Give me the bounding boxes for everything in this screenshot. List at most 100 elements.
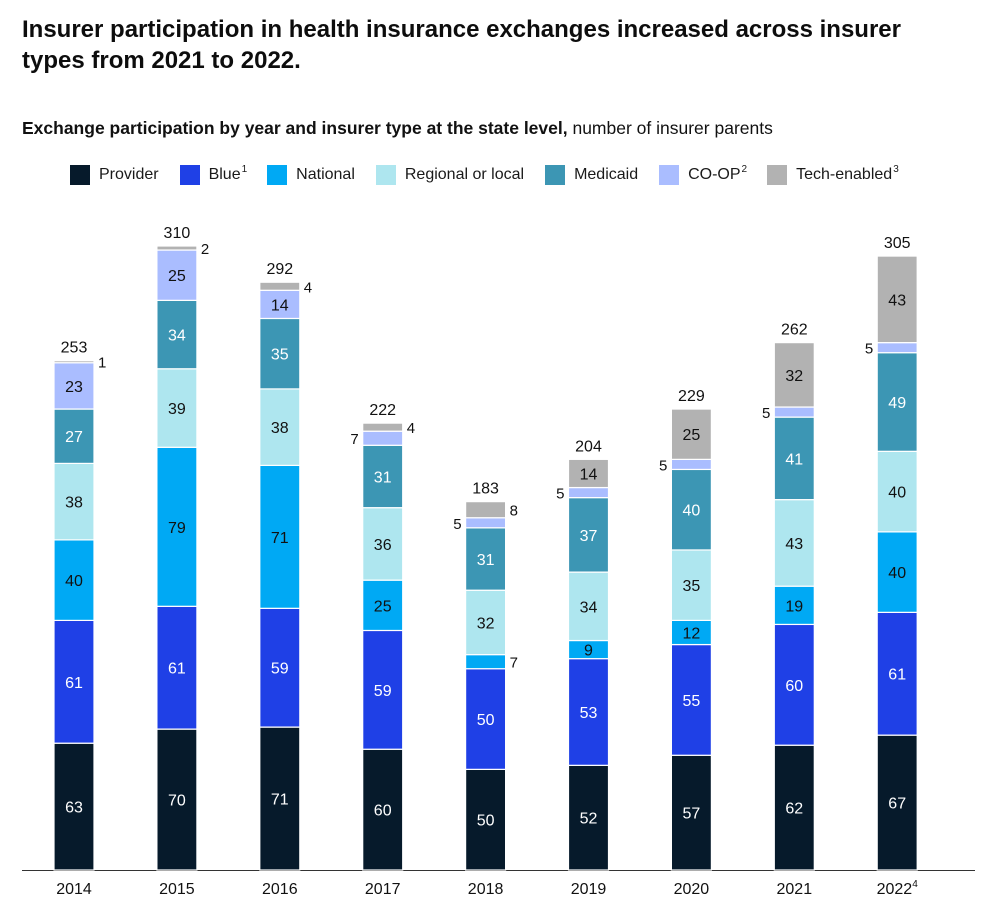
bar-2022-medicaid	[876, 352, 918, 452]
bar-2019-medicaid	[567, 497, 610, 573]
value-label-2020-co-op: 5	[659, 457, 667, 474]
x-tick-label-2016: 2016	[262, 881, 298, 898]
chart-title: Insurer participation in health insuranc…	[22, 16, 901, 74]
value-label-2014-regional-or-local: 38	[65, 495, 83, 512]
value-label-2018-blue: 50	[477, 712, 495, 729]
value-label-2016-regional-or-local: 38	[271, 420, 289, 437]
legend-label-national: National	[296, 166, 355, 183]
legend-swatch-tech	[767, 165, 788, 185]
value-label-2017-co-op: 7	[350, 431, 358, 448]
total-label-2020: 229	[678, 388, 705, 405]
value-label-2021-blue: 60	[785, 678, 803, 695]
value-label-2019-regional-or-local: 34	[580, 599, 598, 616]
bar-2015-national	[156, 446, 198, 607]
bar-2014-tech-enabled	[53, 360, 95, 364]
x-tick-label-2014: 2014	[56, 881, 92, 898]
x-tick-label-2022: 20224	[877, 879, 919, 898]
value-label-2019-medicaid: 37	[580, 528, 598, 545]
legend-item-coop: CO-OP 2	[659, 163, 748, 185]
legend-swatch-provider	[70, 165, 90, 185]
value-label-2015-medicaid: 34	[168, 328, 186, 345]
value-label-2016-co-op: 14	[271, 297, 289, 314]
value-label-2015-regional-or-local: 39	[168, 401, 186, 418]
legend-label-regional: Regional or local	[404, 166, 525, 183]
legend-label-medicaid: Medicaid	[574, 166, 639, 183]
bar-2020-blue	[670, 643, 713, 756]
bar-2021-provider	[773, 744, 815, 871]
legend-sup-tech: 3	[893, 163, 899, 175]
total-label-2016: 292	[266, 261, 293, 278]
x-tick-label-2019: 2019	[571, 881, 607, 898]
value-label-2014-tech-enabled: 1	[98, 355, 106, 372]
legend-label-tech: Tech-enabled	[796, 166, 893, 183]
x-tick-label-2021: 2021	[777, 881, 813, 898]
bar-2020-tech-enabled	[670, 408, 713, 460]
value-label-2019-tech-enabled: 14	[580, 466, 598, 483]
bar-2015-tech-enabled	[156, 245, 198, 251]
x-tick-sup-2022: 4	[912, 879, 918, 890]
bar-2020-regional-or-local	[670, 549, 713, 621]
bar-2015-co-op	[156, 249, 198, 301]
total-label-2022: 305	[884, 235, 911, 252]
x-tick-label-2015: 2015	[159, 881, 195, 898]
bar-2015-regional-or-local	[156, 368, 198, 448]
value-label-2014-blue: 61	[65, 675, 83, 692]
value-label-2020-tech-enabled: 25	[683, 427, 701, 444]
value-label-2018-tech-enabled: 8	[510, 503, 518, 520]
x-tick-label-2017: 2017	[365, 881, 401, 898]
bar-2022-regional-or-local	[876, 450, 918, 533]
value-label-2020-blue: 55	[683, 693, 701, 710]
value-label-2018-medicaid: 31	[477, 552, 495, 569]
bar-2018-medicaid	[465, 527, 507, 591]
value-label-2022-national: 40	[888, 565, 906, 582]
total-label-2017: 222	[369, 402, 396, 419]
value-label-2016-tech-enabled: 4	[304, 279, 312, 296]
value-label-2019-provider: 52	[580, 811, 598, 828]
total-label-2019: 204	[575, 438, 602, 455]
value-label-2016-provider: 71	[271, 792, 289, 809]
value-label-2015-blue: 61	[168, 661, 186, 678]
legend-swatch-blue	[179, 165, 200, 185]
value-label-2017-national: 25	[374, 598, 392, 615]
legend-sup-coop: 2	[741, 163, 748, 175]
bar-2014-blue	[53, 619, 95, 744]
legend-label-provider: Provider	[99, 166, 159, 183]
bar-2016-tech-enabled	[259, 281, 301, 291]
bar-2017-national	[362, 579, 404, 632]
value-label-2021-provider: 62	[785, 801, 803, 818]
value-label-2017-provider: 60	[374, 803, 392, 820]
value-label-2020-medicaid: 40	[683, 503, 701, 520]
bar-2019-co-op	[567, 486, 610, 499]
value-label-2021-national: 19	[785, 598, 803, 615]
legend-item-blue: Blue 1	[179, 164, 247, 185]
bar-2016-provider	[259, 726, 301, 871]
value-label-2020-provider: 57	[683, 806, 701, 823]
bar-2019-provider	[567, 764, 610, 871]
bar-2017-blue	[362, 629, 404, 750]
value-label-2017-medicaid: 31	[374, 469, 392, 486]
bar-2022-provider	[876, 734, 918, 871]
value-label-2018-co-op: 5	[453, 516, 461, 533]
bar-2019-regional-or-local	[567, 571, 610, 642]
legend-swatch-national	[267, 165, 288, 185]
value-label-2019-national: 9	[584, 643, 593, 660]
bar-2022-co-op	[876, 342, 918, 354]
bar-2021-blue	[773, 623, 815, 746]
value-label-2014-provider: 63	[65, 800, 83, 817]
total-label-2018: 183	[472, 481, 499, 498]
bar-2014-provider	[53, 742, 95, 871]
value-label-2015-co-op: 25	[168, 268, 186, 285]
bar-2017-co-op	[362, 430, 404, 446]
bar-2017-tech-enabled	[362, 422, 404, 432]
legend-label-coop: CO-OP	[688, 166, 741, 183]
total-label-2015: 310	[164, 225, 191, 242]
bar-2017-provider	[362, 748, 404, 871]
bar-2021-tech-enabled	[773, 342, 815, 408]
legend-item-national: National	[267, 165, 356, 185]
bar-2022-tech-enabled	[876, 255, 918, 344]
bar-2020-national	[670, 619, 713, 646]
bar-2022-blue	[876, 611, 918, 736]
value-label-2015-national: 79	[168, 520, 186, 537]
bar-2018-tech-enabled	[465, 501, 507, 519]
